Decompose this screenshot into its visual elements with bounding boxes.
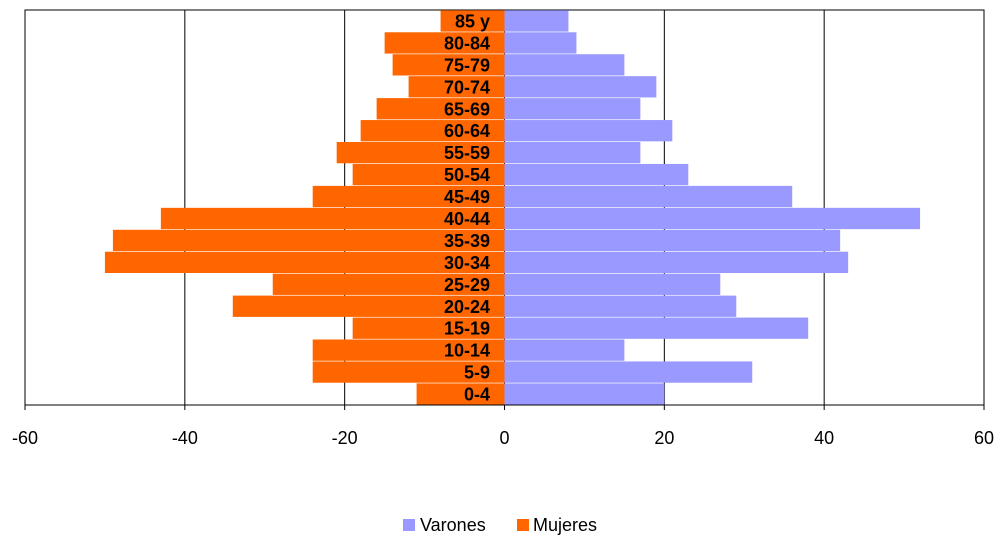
category-label: 85 y [455,11,490,31]
bar-mujeres-80-84 [384,32,505,54]
bar-mujeres-10-14 [312,339,505,361]
category-label: 5-9 [464,363,490,383]
bar-varones-25-29 [504,273,721,295]
bar-varones-55-59 [504,141,641,164]
x-tick-label: 60 [974,428,994,448]
x-tick-label: 40 [814,428,834,448]
category-label: 30-34 [444,253,490,273]
bar-varones-75-79 [504,54,625,76]
category-label: 40-44 [444,209,490,229]
category-label: 25-29 [444,275,490,295]
bar-mujeres-70-74 [408,76,505,98]
category-label: 80-84 [444,33,490,53]
bar-mujeres-0-4 [416,383,505,405]
bar-varones-45-49 [504,185,793,208]
bar-mujeres-20-24 [232,295,505,317]
x-tick-label: -60 [12,428,38,448]
category-label: 75-79 [444,55,490,75]
bar-varones-30-34 [504,251,849,274]
x-tick-label: -40 [172,428,198,448]
bar-mujeres-15-19 [352,317,505,339]
category-label: 60-64 [444,121,490,141]
bar-mujeres-5-9 [312,361,505,383]
legend-swatch-mujeres [517,519,529,531]
category-label: 15-19 [444,319,490,339]
category-label: 55-59 [444,143,490,163]
x-axis: -60 -40 -20 0 20 40 60 [12,404,994,448]
category-label: 50-54 [444,165,490,185]
bar-varones-35-39 [504,229,841,252]
bar-varones-65-69 [504,98,641,120]
legend-label-varones: Varones [420,515,486,535]
category-label: 70-74 [444,77,490,97]
bars [104,10,921,405]
category-label: 65-69 [444,99,490,119]
bar-mujeres-50-54 [352,163,505,186]
legend: Varones Mujeres [403,515,597,535]
bar-varones-5-9 [504,361,753,383]
bar-mujeres-30-34 [104,251,505,274]
x-tick-label: 20 [654,428,674,448]
bar-varones-0-4 [504,383,665,405]
legend-swatch-varones [403,519,415,531]
bar-mujeres-75-79 [392,54,505,76]
category-label: 10-14 [444,341,490,361]
bar-varones-15-19 [504,317,809,339]
bar-varones-20-24 [504,295,737,317]
x-tick-label: 0 [499,428,509,448]
bar-mujeres-85 y [440,10,505,32]
bar-varones-85 y [504,10,569,32]
category-label: 0-4 [464,385,490,405]
x-tick-label: -20 [332,428,358,448]
category-label: 20-24 [444,297,490,317]
bar-mujeres-60-64 [360,120,505,142]
bar-mujeres-25-29 [272,273,505,295]
bar-varones-50-54 [504,163,689,186]
bar-varones-80-84 [504,32,577,54]
bar-mujeres-35-39 [112,229,505,252]
bar-varones-10-14 [504,339,625,361]
bar-mujeres-45-49 [312,185,505,208]
bar-mujeres-55-59 [336,141,505,164]
category-label: 45-49 [444,187,490,207]
legend-label-mujeres: Mujeres [533,515,597,535]
category-label: 35-39 [444,231,490,251]
bar-mujeres-65-69 [376,98,505,120]
bar-varones-40-44 [504,207,921,230]
bar-mujeres-40-44 [160,207,505,230]
bar-varones-60-64 [504,120,673,142]
category-labels: 0-45-910-1415-1920-2425-2930-3435-3940-4… [444,11,490,404]
bar-varones-70-74 [504,76,657,98]
